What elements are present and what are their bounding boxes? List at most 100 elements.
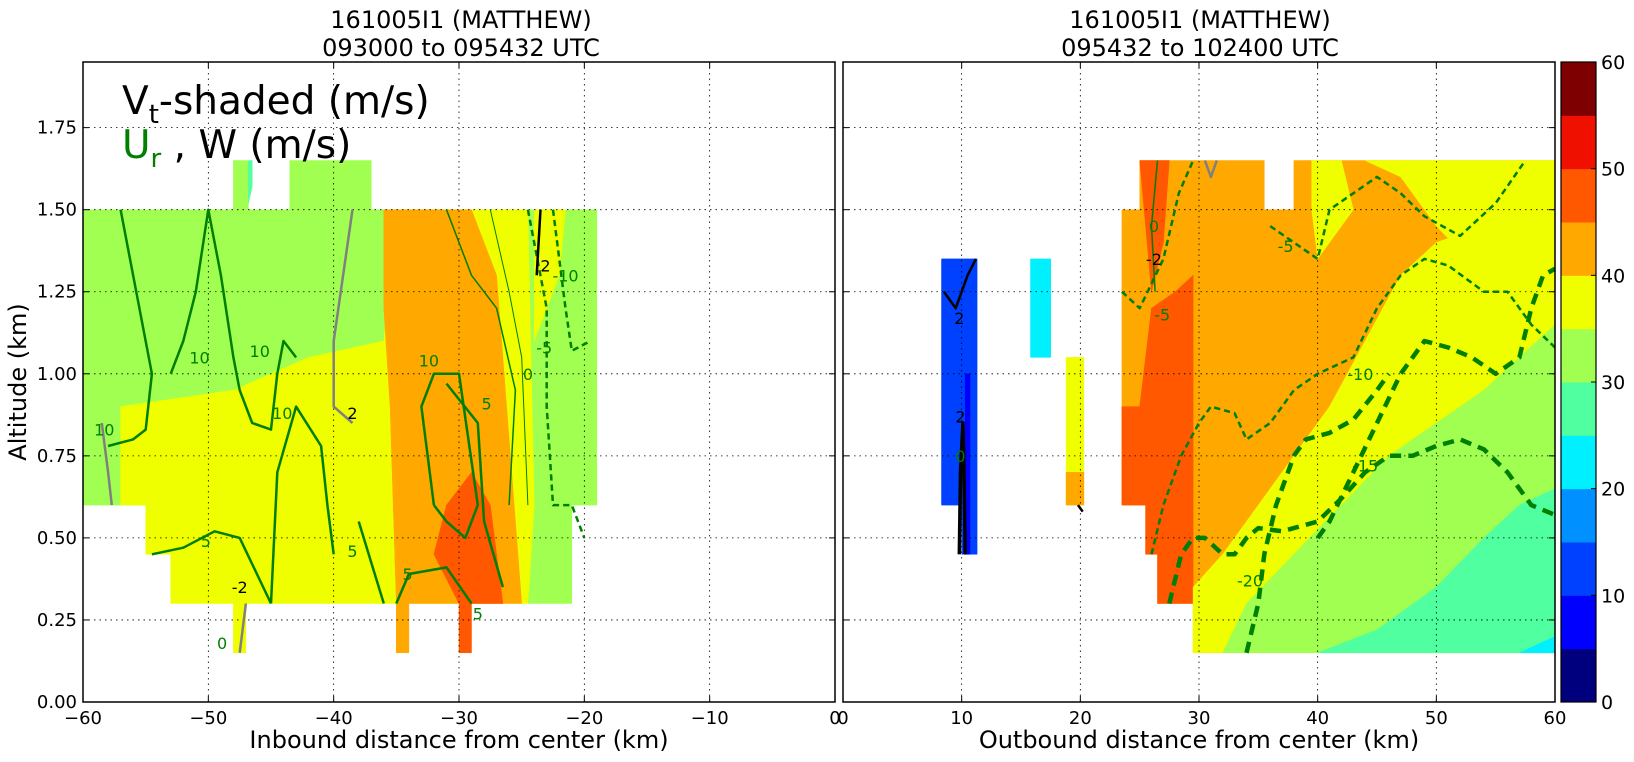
ur-contour (269, 405, 335, 604)
xtick-label: 0 (829, 708, 840, 729)
xtick-label: 60 (1544, 708, 1567, 729)
colorbar-swatch (1561, 115, 1596, 170)
colorbar-swatch (1561, 648, 1596, 703)
ur-contour (1315, 266, 1555, 540)
ytick-label: 0.00 (37, 692, 77, 713)
colorbar-swatch (1561, 328, 1596, 383)
contour-label: 2 (347, 404, 357, 423)
vt-region (1121, 274, 1194, 604)
w-contour (535, 209, 542, 276)
w-contour (100, 422, 114, 506)
panel-inbound-subtitle: 093000 to 095432 UTC (322, 34, 600, 62)
vt-region (1065, 472, 1085, 506)
vt-shading-outbound (941, 160, 1555, 654)
yaxis-label: Altitude (km) (4, 303, 32, 460)
panel-outbound: 161005I1 (MATTHEW) 095432 to 102400 UTC … (837, 6, 1566, 754)
w-contour (332, 209, 354, 424)
xtick-label: −40 (315, 708, 353, 729)
contour-label: -5 (536, 339, 552, 358)
ur-contour (395, 566, 473, 605)
ur-contour (1244, 372, 1391, 654)
xtick-label: −30 (440, 708, 478, 729)
colorbar-swatch (1561, 595, 1596, 650)
xtick-label: 40 (1306, 708, 1329, 729)
colorbar-tick-label: 60 (1601, 52, 1625, 74)
colorbar-tick-label: 50 (1601, 159, 1625, 181)
contour-label: 10 (272, 404, 292, 423)
ytick-label: 1.00 (37, 364, 77, 385)
vt-region (1364, 160, 1555, 358)
panel-inbound-title: 161005I1 (MATTHEW) (330, 6, 591, 34)
panel-inbound: 161005I1 (MATTHEW) 093000 to 095432 UTC … (4, 6, 841, 754)
xtick-label: 10 (950, 708, 973, 729)
w-contour (1203, 160, 1218, 179)
colorbar-swatch (1561, 275, 1596, 330)
xtick-label: 20 (1069, 708, 1092, 729)
contour-label: 10 (189, 348, 209, 367)
contour-labels-outbound: 2 2 0 0 -2 -5 -5 -10 -15 -20 (954, 217, 1378, 590)
colorbar-tick-label: 0 (1601, 692, 1613, 714)
ur-contour (151, 530, 273, 605)
vt-shading-inbound (83, 160, 598, 654)
ur-contour (107, 209, 154, 448)
contour-label: 5 (473, 604, 483, 623)
contour-label: 10 (94, 421, 114, 440)
ur-contour (1269, 159, 1527, 261)
colorbar-swatch (1561, 382, 1596, 436)
contour-label: -5 (1154, 306, 1170, 325)
legend-line-vt: Vt-shaded (m/s) (122, 79, 430, 130)
ur-contour (1150, 160, 1159, 292)
xtick-label: −50 (189, 708, 227, 729)
contour-label: -2 (1146, 250, 1162, 269)
ytick-label: 0.50 (37, 528, 77, 549)
contour-label: -15 (1352, 457, 1378, 476)
xaxis-label-outbound: Outbound distance from center (km) (979, 726, 1419, 754)
ur-contour (445, 382, 505, 588)
w-contour (957, 421, 967, 555)
xaxis-label-inbound: Inbound distance from center (km) (249, 726, 668, 754)
contour-label: -5 (1278, 237, 1294, 256)
contour-label: 2 (955, 407, 965, 426)
ytick-label: 0.75 (37, 446, 77, 467)
colorbar-tick-label: 30 (1601, 372, 1625, 394)
ur-contour (1167, 437, 1555, 605)
contour-label: 5 (347, 542, 357, 561)
vt-region (1519, 636, 1555, 654)
contour-label: 5 (201, 532, 211, 551)
vt-region (1317, 488, 1555, 654)
ticks-inbound: −60 −50 −40 −30 −20 −10 0 0.00 0.25 0.50 0.75 1.00 1… (37, 62, 841, 729)
colorbar-tick-label: 10 (1601, 585, 1625, 607)
w-contour (238, 603, 248, 653)
contour-label: -2 (232, 578, 248, 597)
contour-label: 0 (523, 365, 533, 384)
contour-label: 0 (955, 447, 965, 466)
ticks-outbound: 0 10 20 30 40 50 60 (837, 62, 1566, 729)
xtick-label: −60 (64, 708, 102, 729)
colorbar-swatch (1561, 168, 1596, 223)
xtick-label: 50 (1425, 708, 1448, 729)
colorbar-tick-label: 20 (1601, 479, 1625, 501)
panel-outbound-title: 161005I1 (MATTHEW) (1069, 6, 1330, 34)
ur-contour (526, 209, 586, 539)
vt-region (433, 471, 504, 654)
ur-contour (357, 521, 385, 604)
contour-label: 5 (481, 394, 491, 413)
colorbar-tick-label: 40 (1601, 265, 1625, 287)
contours-inbound (100, 208, 592, 653)
ur-contour (1150, 257, 1555, 555)
ytick-label: 0.25 (37, 610, 77, 631)
w-contour (942, 258, 978, 310)
ur-contour (1121, 160, 1195, 310)
ytick-label: 1.50 (37, 200, 77, 221)
contour-label: 0 (1149, 217, 1159, 236)
ur-contour (489, 209, 529, 506)
ytick-label: 1.75 (37, 118, 77, 139)
vt-region (1030, 258, 1051, 358)
contour-label: -10 (552, 266, 578, 285)
xtick-label: 30 (1188, 708, 1211, 729)
colorbar-swatch (1561, 542, 1596, 596)
colorbar-swatch (1561, 435, 1596, 490)
xtick-label: 0 (837, 708, 848, 729)
